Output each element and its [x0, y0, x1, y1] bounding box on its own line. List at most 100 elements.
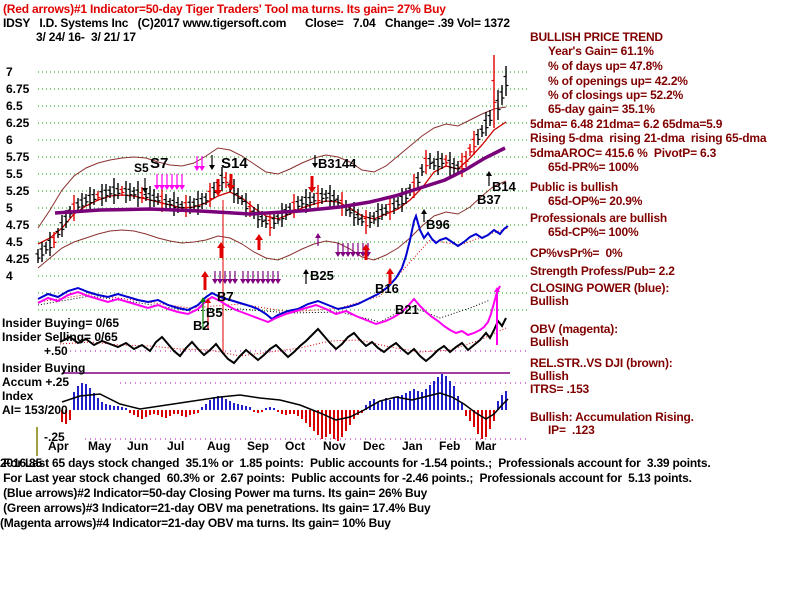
- analysis-line: 65-day gain= 35.1%: [548, 102, 655, 116]
- price-gridlines: [38, 71, 528, 311]
- signal-label: B96: [426, 217, 450, 232]
- analysis-line: CP%vsPr%= 0%: [530, 246, 623, 260]
- ma65-line: [54, 146, 506, 216]
- price-axis-label: 4.25: [6, 252, 30, 266]
- title-line: IDSY I.D. Systems Inc (C)2017 www.tigers…: [3, 16, 510, 30]
- lower-band-line: [37, 180, 507, 269]
- month-label: Jan: [402, 439, 423, 453]
- ma21-line: [37, 121, 507, 245]
- price-axis-label: 4: [6, 269, 13, 283]
- month-label: May: [88, 439, 112, 453]
- closing-power-line: [37, 212, 509, 321]
- analysis-line: REL.STR..VS DJI (brown):: [530, 356, 673, 370]
- month-label: Nov: [323, 439, 346, 453]
- analysis-line: OBV (magenta):: [530, 322, 618, 336]
- analysis-line: ITRS= .153: [530, 382, 590, 396]
- analysis-line: Bullish: [530, 369, 569, 383]
- side-label: -.25: [44, 430, 65, 444]
- upper-band-line: [37, 106, 507, 229]
- accumulation-ma-line: [61, 392, 509, 421]
- relative-strength-line: [59, 317, 507, 365]
- month-label: Feb: [439, 439, 460, 453]
- side-label: Accum +.25: [2, 375, 69, 389]
- analysis-panel: BULLISH PRICE TREND Year's Gain= 61.1%% o…: [530, 0, 798, 450]
- side-label: Insider Buying= 0/65: [2, 316, 119, 330]
- signal-label: B16: [375, 281, 399, 296]
- analysis-line: % of openings up= 42.2%: [548, 74, 688, 88]
- signal-arrows: [142, 155, 500, 345]
- price-axis-label: 6.25: [6, 116, 30, 130]
- side-label: Insider Selling= 0/65: [2, 330, 118, 344]
- month-label: Mar: [475, 439, 497, 453]
- price-axis-label: 5.5: [6, 167, 23, 181]
- side-label: Index: [2, 389, 34, 403]
- analysis-line: 65d-OP%= 20.9%: [548, 194, 643, 208]
- obv-line: [37, 285, 501, 337]
- signal-label: B14: [492, 179, 517, 194]
- price-axis-label: 5: [6, 201, 13, 215]
- price-axis-label: 5.25: [6, 184, 30, 198]
- analysis-line: Professionals are bullish: [530, 211, 668, 225]
- signal-label: B7: [217, 289, 234, 304]
- indicator2-line: (Blue arrows)#2 Indicator=50-day Closing…: [0, 486, 428, 500]
- price-axis: 7 6.75 6.5 6.25 6 5.75 5.5 5.25 5 4.75 4.5 4.25 4: [6, 65, 30, 283]
- signal-label: B5: [206, 305, 223, 320]
- summary-line-year: For Last year stock changed 60.3% or 2.6…: [0, 471, 692, 485]
- month-label: Oct: [285, 439, 305, 453]
- side-label: AI= 153/200: [2, 403, 68, 417]
- analysis-line: Year's Gain= 61.1%: [548, 44, 654, 58]
- month-label: Dec: [363, 439, 385, 453]
- month-label: Jun: [127, 439, 148, 453]
- indicator3-line: (Green arrows)#3 Indicator=21-day OBV ma…: [0, 501, 431, 515]
- obv-ma-line: [37, 295, 491, 323]
- month-label: Apr: [48, 439, 69, 453]
- signal-label: B2: [193, 318, 210, 333]
- month-label: Jul: [167, 439, 184, 453]
- price-axis-label: 6: [6, 133, 13, 147]
- closing-power-ma-line: [37, 227, 509, 313]
- month-label: Sep: [247, 439, 269, 453]
- price-axis-label: 6.75: [6, 82, 30, 96]
- signal-label: B21: [395, 302, 419, 317]
- analysis-line: BULLISH PRICE TREND: [530, 30, 663, 44]
- analysis-line: Bullish: [530, 335, 569, 349]
- indicator4-line: (Magenta arrows)#4 Indicator=21-day OBV …: [0, 516, 391, 530]
- accumulation-histogram: [61, 374, 507, 441]
- signal-label: S5: [134, 161, 149, 175]
- analysis-line: Bullish: [530, 294, 569, 308]
- price-axis-label: 4.75: [6, 218, 30, 232]
- signal-label: S7: [150, 155, 168, 172]
- side-label: Insider Buying: [2, 361, 85, 375]
- analysis-line: IP= .123: [548, 423, 595, 437]
- price-axis-label: 5.75: [6, 150, 30, 164]
- analysis-line: 5dmaAROC= 415.6 % PivotP= 6.3: [530, 146, 717, 160]
- analysis-line: Public is bullish: [530, 180, 618, 194]
- summary-line-65d: For Last 65 days stock changed 35.1% or …: [0, 456, 711, 470]
- analysis-line: Rising 5-dma rising 21-dma rising 65-dma: [530, 131, 767, 145]
- analysis-line: CLOSING POWER (blue):: [530, 281, 670, 295]
- signal-label: B3144: [318, 156, 357, 171]
- indicator1-header-line: (Red arrows)#1 Indicator=50-day Tiger Tr…: [3, 2, 446, 16]
- indicator-dotted-lines: [70, 350, 528, 440]
- price-axis-label: 7: [6, 65, 13, 79]
- month-axis: Apr May Jun Jul Aug Sep Oct Nov Dec Jan Feb Mar: [48, 439, 497, 453]
- analysis-line: 65d-PR%= 100%: [548, 160, 639, 174]
- analysis-line: Strength Profess/Pub= 2.2: [530, 264, 675, 278]
- month-label: Aug: [207, 439, 230, 453]
- analysis-line: 65d-CP%= 100%: [548, 225, 639, 239]
- signal-label: B25: [310, 268, 334, 283]
- analysis-line: % of days up= 47.8%: [548, 59, 663, 73]
- price-axis-label: 6.5: [6, 99, 23, 113]
- date-range: 3/ 24/ 16- 3/ 21/ 17: [36, 30, 136, 44]
- analysis-line: % of closings up= 52.2%: [548, 88, 684, 102]
- analysis-line: 5dma= 6.48 21dma= 6.2 65dma=5.9: [530, 117, 723, 131]
- overlap-value: 2016.85: [0, 456, 42, 470]
- price-axis-label: 4.5: [6, 235, 23, 249]
- relative-strength-ma-line: [59, 327, 507, 357]
- signal-label: B37: [477, 192, 501, 207]
- analysis-line: Bullish: Accumulation Rising.: [530, 410, 694, 424]
